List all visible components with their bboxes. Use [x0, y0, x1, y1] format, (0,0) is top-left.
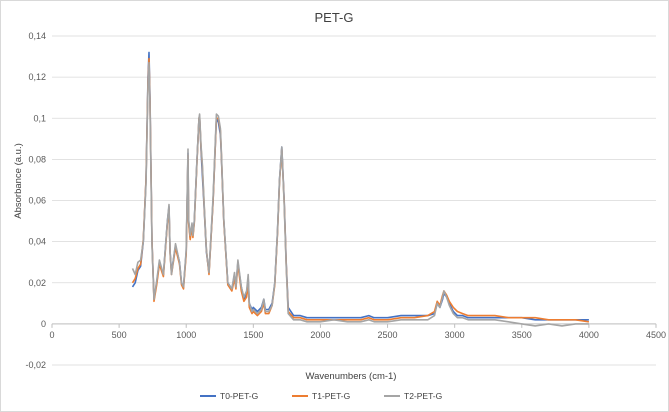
x-tick-label: 1500 — [243, 330, 263, 340]
x-tick-label: 3500 — [512, 330, 532, 340]
legend-label-2: T1-PET-G — [312, 391, 350, 401]
x-tick-label: 3000 — [445, 330, 465, 340]
axes — [51, 323, 657, 328]
y-tick-label: 0,14 — [28, 31, 46, 41]
x-tick-label: 0 — [49, 330, 54, 340]
x-tick-label: 2000 — [310, 330, 330, 340]
y-tick-label: 0,06 — [28, 196, 46, 206]
y-tick-label: 0,02 — [28, 278, 46, 288]
chart-title: PET-G — [314, 10, 353, 25]
y-tick-label: 0 — [41, 319, 46, 329]
gridlines — [52, 35, 656, 366]
x-tick-label: 1000 — [176, 330, 196, 340]
x-axis-title: Wavenumbers (cm-1) — [306, 371, 397, 382]
y-tick-label: 0,1 — [33, 113, 46, 123]
x-tick-label: 4000 — [579, 330, 599, 340]
series-lines — [131, 51, 590, 327]
x-tick-label: 2500 — [378, 330, 398, 340]
series-line-2 — [131, 57, 590, 323]
legend: T0-PET-G T1-PET-G T2-PET-G — [200, 391, 442, 401]
y-tick-label: -0,02 — [25, 360, 46, 370]
tick-labels: -0,02 0 0,02 0,04 0,06 0,08 0,1 0,12 0,14 0 500 100… — [25, 31, 666, 370]
y-axis-title: Absorbance (a.u.) — [13, 143, 24, 219]
y-tick-label: 0,12 — [28, 72, 46, 82]
series-line-1 — [131, 51, 589, 321]
y-tick-label: 0,04 — [28, 237, 46, 247]
x-tick-label: 4500 — [646, 330, 666, 340]
series-line-3 — [131, 61, 589, 327]
legend-label-3: T2-PET-G — [404, 391, 442, 401]
y-tick-label: 0,08 — [28, 154, 46, 164]
x-tick-label: 500 — [112, 330, 127, 340]
legend-label-1: T0-PET-G — [220, 391, 258, 401]
